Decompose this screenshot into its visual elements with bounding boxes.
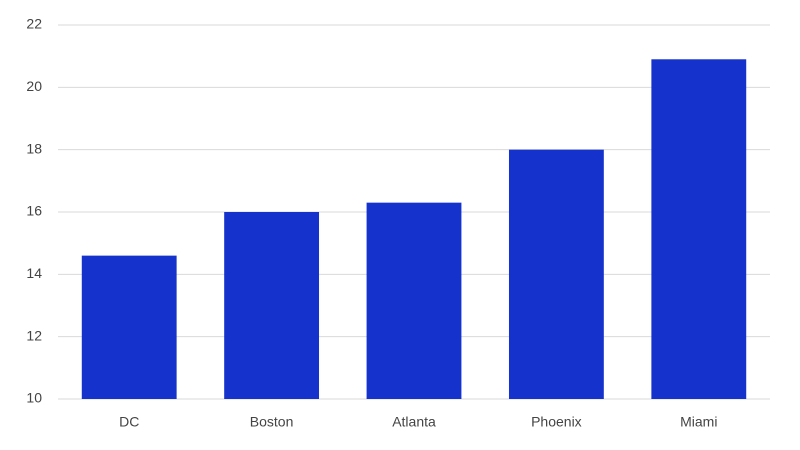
y-tick-label: 14 [26,265,42,281]
y-tick-label: 10 [26,390,42,406]
y-tick-label: 22 [26,16,42,32]
y-tick-label: 12 [26,327,42,343]
x-tick-label: Boston [250,414,294,430]
y-tick-label: 20 [26,78,42,94]
bar [81,255,177,399]
bar [508,149,604,399]
bar [224,212,320,399]
bar [366,202,462,399]
x-tick-label: Atlanta [392,414,436,430]
bar [651,59,747,400]
x-tick-label: Miami [680,414,717,430]
x-tick-label: Phoenix [531,414,582,430]
x-tick-label: DC [119,414,139,430]
y-tick-label: 16 [26,203,42,219]
y-tick-label: 18 [26,140,42,156]
